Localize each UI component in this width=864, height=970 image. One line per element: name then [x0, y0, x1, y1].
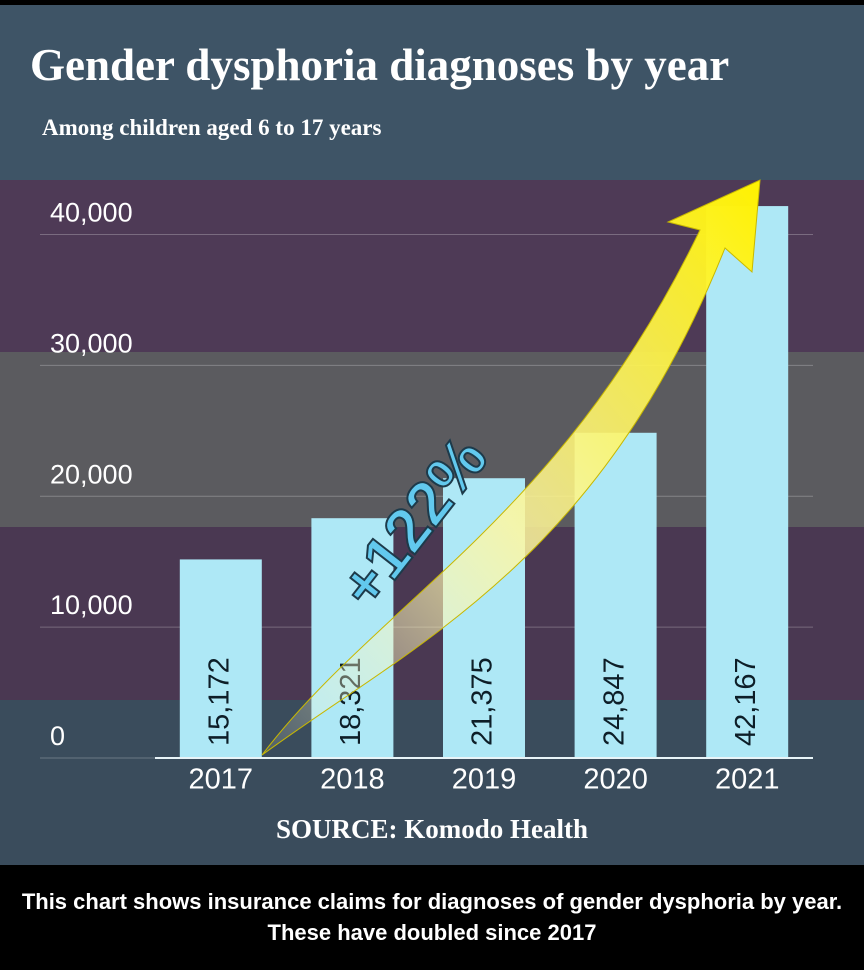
y-tick-label: 0: [50, 721, 65, 751]
bar: [179, 559, 262, 758]
arrow: [261, 179, 761, 756]
chart: Gender dysphoria diagnoses by year Among…: [0, 5, 864, 865]
caption: This chart shows insurance claims for di…: [0, 872, 864, 970]
value-label: 21,375: [467, 657, 499, 746]
plot: 010,00020,00030,00040,00015,172201718,32…: [40, 198, 813, 796]
y-tick-label: 40,000: [50, 198, 133, 228]
chart-subtitle: Among children aged 6 to 17 years: [42, 115, 382, 140]
stripe-blue: [0, 5, 864, 180]
bar: [706, 206, 789, 759]
y-tick-label: 30,000: [50, 328, 133, 358]
y-tick-label: 20,000: [50, 459, 133, 489]
x-tick-label: 2017: [189, 764, 254, 796]
value-label: 42,167: [730, 657, 762, 746]
x-tick-label: 2019: [452, 764, 517, 796]
x-tick-label: 2020: [583, 764, 648, 796]
value-label: 15,172: [203, 657, 235, 746]
y-tick-label: 10,000: [50, 590, 133, 620]
value-label: 24,847: [598, 657, 630, 746]
x-tick-label: 2018: [320, 764, 385, 796]
x-tick-label: 2021: [715, 764, 780, 796]
source: SOURCE: Komodo Health: [276, 814, 588, 844]
chart-title: Gender dysphoria diagnoses by year: [30, 40, 729, 90]
